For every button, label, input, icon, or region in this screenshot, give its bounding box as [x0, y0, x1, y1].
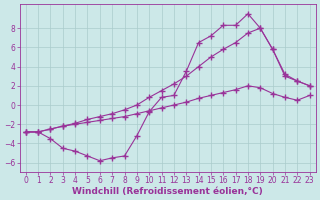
X-axis label: Windchill (Refroidissement éolien,°C): Windchill (Refroidissement éolien,°C): [72, 187, 263, 196]
